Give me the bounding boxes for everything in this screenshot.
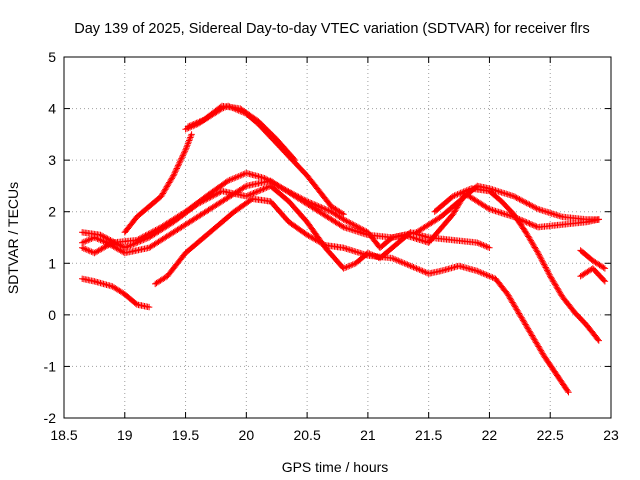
x-tick-label: 22.5 — [537, 427, 564, 443]
y-tick-label: 5 — [48, 49, 56, 65]
chart-title: Day 139 of 2025, Sidereal Day-to-day VTE… — [74, 21, 589, 37]
x-axis-label: GPS time / hours — [282, 459, 389, 475]
plus-markers — [577, 265, 609, 285]
y-tick-label: -1 — [44, 358, 57, 374]
x-tick-label: 22 — [482, 427, 498, 443]
y-tick-label: 0 — [48, 307, 56, 323]
plus-markers — [79, 275, 153, 311]
series-late-arc — [431, 185, 602, 344]
plus-markers — [152, 195, 572, 396]
x-tick-label: 21.5 — [415, 427, 442, 443]
series-arc-high-outer — [184, 102, 299, 164]
y-tick-label: -2 — [44, 410, 57, 426]
plot-frame — [63, 56, 612, 419]
series-low-start — [79, 275, 153, 311]
y-tick-label: 1 — [48, 255, 56, 271]
y-tick-label: 2 — [48, 204, 56, 220]
x-tick-label: 19.5 — [172, 427, 199, 443]
plus-markers — [577, 247, 609, 272]
y-tick-label: 3 — [48, 152, 56, 168]
x-tick-label: 19 — [117, 427, 133, 443]
x-tick-label: 20.5 — [293, 427, 320, 443]
x-tick-label: 18.5 — [50, 427, 77, 443]
y-axis-label: SDTVAR / TECUs — [5, 182, 21, 294]
series-mid-arc-c — [79, 182, 493, 272]
x-tick-label: 23 — [603, 427, 619, 443]
plus-markers — [79, 182, 493, 272]
y-tick-label: 4 — [48, 101, 56, 117]
series-mid-arc-d — [152, 195, 572, 396]
x-tick-label: 20 — [239, 427, 255, 443]
series-rise-to-peak — [121, 131, 195, 236]
data-layer — [79, 102, 609, 396]
x-tick-label: 21 — [360, 427, 376, 443]
plus-markers — [184, 102, 299, 164]
series-end-b — [577, 265, 609, 285]
plus-markers — [121, 131, 195, 236]
plus-markers — [431, 185, 602, 344]
series-end-a — [577, 247, 609, 272]
